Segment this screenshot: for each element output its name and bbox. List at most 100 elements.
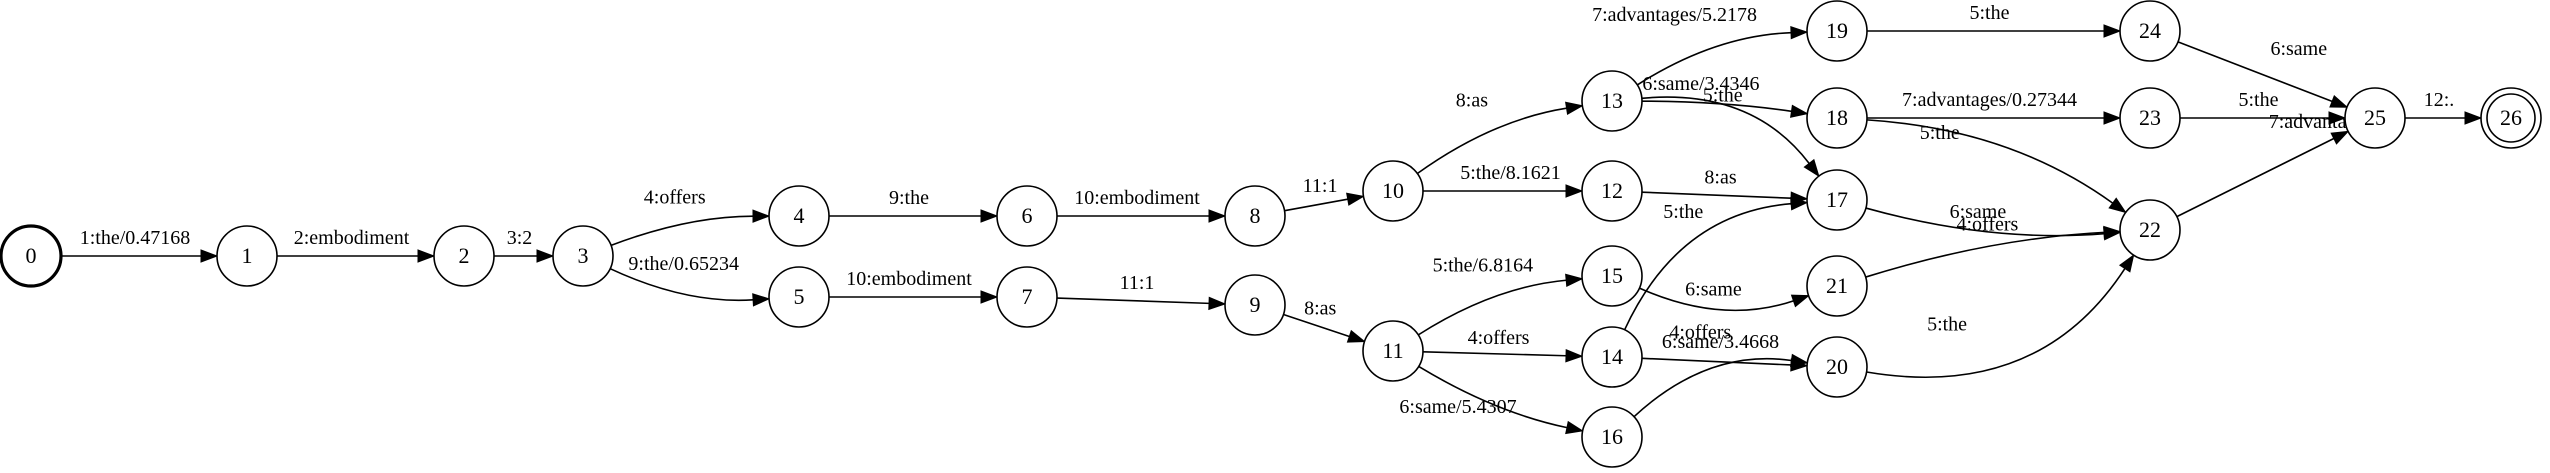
state-circle [1806, 336, 1868, 398]
edge-label: 6:same [1950, 201, 2007, 223]
state-0: 0 [0, 224, 63, 288]
edge-label: 7:advantages/0.27344 [1902, 89, 2077, 111]
edge-2-3: 3:2 [493, 227, 555, 263]
state-circle [2344, 87, 2406, 149]
edge-8-10: 11:1 [1284, 175, 1365, 212]
state-circle [996, 266, 1058, 328]
state-circle [1581, 406, 1643, 468]
edge-label: 5:the/6.8164 [1433, 254, 1534, 276]
edge-label: 2:embodiment [294, 227, 410, 249]
state-circle [1806, 255, 1868, 317]
edge-14-17: 5:the [1623, 197, 1809, 331]
state-circle [552, 225, 614, 287]
edge-19-24: 5:the [1867, 2, 2122, 38]
edge-23-25: 5:the [2180, 89, 2347, 125]
edge-line [1422, 351, 1567, 357]
arrowhead [980, 290, 999, 304]
arrowhead [536, 249, 555, 263]
arrowhead [2108, 197, 2127, 214]
state-label: 16 [1601, 424, 1623, 449]
state-9: 9 [1224, 274, 1286, 336]
edge-label: 7:advantages/5.2178 [1592, 4, 1757, 26]
arrowhead [2328, 111, 2347, 125]
edge-line [1865, 231, 2105, 278]
edge-label: 8:as [1704, 166, 1736, 188]
edge-20-22: 5:the [1866, 253, 2135, 379]
state-circle [996, 185, 1058, 247]
state-label: 12 [1601, 178, 1623, 203]
state-13: 13 [1581, 70, 1643, 132]
arrowhead [1565, 273, 1584, 287]
arrowhead [200, 249, 219, 263]
state-label: 19 [1826, 18, 1848, 43]
edge-3-4: 4:offers [610, 187, 771, 247]
state-circle [1806, 0, 1868, 62]
edge-label: 8:as [1304, 298, 1336, 320]
arrowhead [1565, 184, 1584, 198]
state-label: 17 [1826, 187, 1848, 212]
arrowhead [1346, 192, 1365, 206]
edge-line [1865, 207, 2105, 237]
state-circle [1362, 160, 1424, 222]
state-19: 19 [1806, 0, 1868, 62]
edge-10-13: 8:as [1416, 89, 1584, 175]
state-label: 0 [26, 243, 37, 268]
edge-11-14: 4:offers [1422, 327, 1584, 363]
arrowhead [1790, 25, 1809, 40]
state-18: 18 [1806, 87, 1868, 149]
arrowhead [1565, 101, 1584, 115]
state-2: 2 [433, 225, 495, 287]
edge-label: 3:2 [507, 227, 533, 249]
edge-5-7: 10:embodiment [829, 268, 999, 304]
state-label: 10 [1382, 178, 1404, 203]
edge-line [1641, 191, 1792, 199]
edge-label: 4:offers [1956, 214, 2018, 236]
state-circle [1224, 274, 1286, 336]
state-circle [1581, 70, 1643, 132]
state-label: 5 [794, 284, 805, 309]
edge-line [1417, 279, 1567, 336]
state-label: 14 [1601, 344, 1623, 369]
edge-label: 11:1 [1303, 175, 1338, 197]
edge-line [1866, 268, 2126, 379]
state-24: 24 [2119, 0, 2181, 62]
state-label: 6 [1022, 203, 1033, 228]
state-circle [768, 185, 830, 247]
edge-line [1284, 198, 1348, 212]
state-circle [2119, 87, 2181, 149]
state-16: 16 [1581, 406, 1643, 468]
edge-line [2176, 137, 2335, 218]
state-label: 15 [1601, 263, 1623, 288]
state-15: 15 [1581, 245, 1643, 307]
edge-22-25: 7:advantages [2176, 111, 2373, 218]
state-circle [1581, 245, 1643, 307]
edge-label: 5:the [1927, 314, 1967, 336]
arrowhead [752, 293, 771, 307]
state-label: 22 [2139, 217, 2161, 242]
edge-1-2: 2:embodiment [276, 227, 436, 263]
edge-6-8: 10:embodiment [1056, 187, 1227, 223]
edge-label: 5:the [1920, 122, 1960, 144]
arrowhead [1790, 197, 1809, 211]
state-label: 24 [2139, 18, 2161, 43]
state-circle [2119, 0, 2181, 62]
state-circle [433, 225, 495, 287]
state-label: 26 [2500, 105, 2522, 130]
edge-line [1866, 119, 2114, 204]
state-circle [768, 266, 830, 328]
edge-line [1641, 357, 1792, 366]
edge-13-19: 7:advantages/5.2178 [1592, 4, 1809, 86]
edge-13-17: 5:the [1641, 85, 1820, 178]
state-label: 18 [1826, 105, 1848, 130]
edge-label: 10:embodiment [846, 268, 972, 290]
arrowhead [1208, 296, 1227, 311]
edge-line [1623, 202, 1792, 331]
edge-7-9: 11:1 [1056, 272, 1227, 311]
edge-16-20: 4:offers [1633, 322, 1809, 418]
state-circle [1362, 320, 1424, 382]
state-22: 22 [2119, 199, 2181, 261]
state-label: 25 [2364, 105, 2386, 130]
edge-4-6: 9:the [828, 187, 999, 223]
edge-label: 5:the [1970, 2, 2010, 24]
edge-label: 6:same [2270, 38, 2327, 60]
